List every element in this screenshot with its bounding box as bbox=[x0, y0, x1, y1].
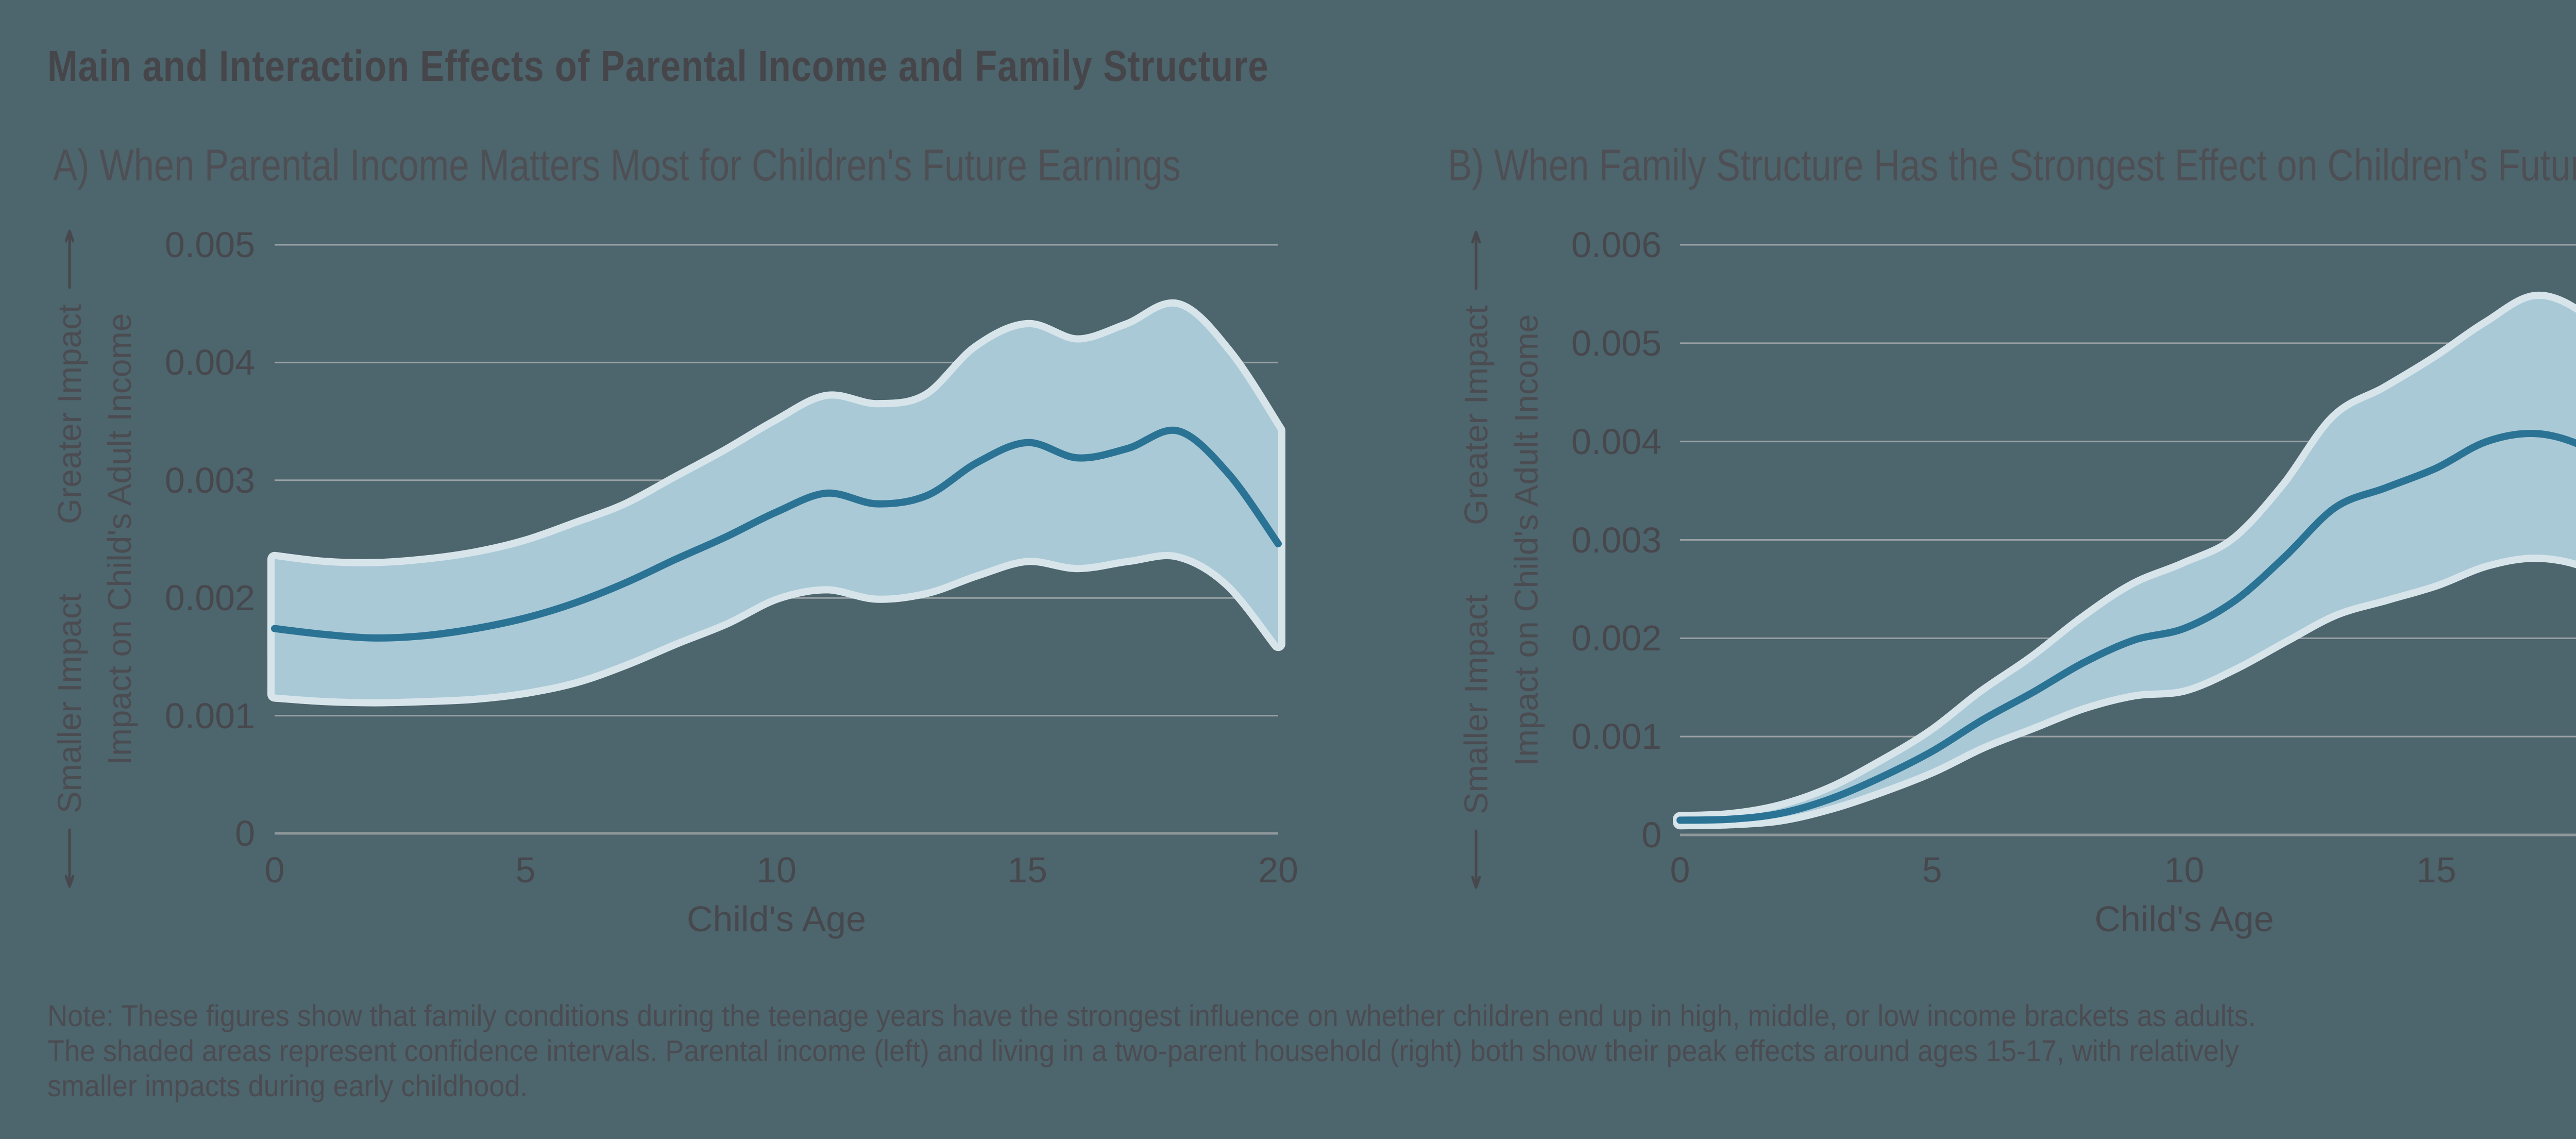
footnote-line-1: Note: These figures show that family con… bbox=[47, 999, 2256, 1033]
greater-impact-group: Greater Impact bbox=[1458, 229, 1495, 525]
x-axis-title: Child's Age bbox=[2094, 899, 2274, 939]
smaller-impact-label: Smaller Impact bbox=[1458, 594, 1495, 814]
confidence-band bbox=[267, 299, 1285, 707]
y-axis-title: Impact on Child's Adult Income bbox=[101, 313, 138, 765]
footnote-line-2: The shaded areas represent confidence in… bbox=[47, 1034, 2239, 1068]
up-arrow-icon bbox=[65, 229, 74, 289]
y-tick-label: 0.004 bbox=[164, 342, 255, 383]
panel-b-title: B) When Family Structure Has the Stronge… bbox=[1448, 141, 2576, 190]
x-axis-title: Child's Age bbox=[686, 899, 867, 939]
y-tick-label: 0.006 bbox=[1571, 225, 1662, 265]
greater-impact-label: Greater Impact bbox=[51, 304, 88, 524]
x-tick-label: 10 bbox=[2164, 850, 2205, 890]
y-tick-label: 0.002 bbox=[1571, 618, 1662, 659]
x-tick-label: 0 bbox=[1670, 850, 1690, 890]
panel-a-chart bbox=[267, 244, 1285, 835]
panel-a-title: A) When Parental Income Matters Most for… bbox=[53, 141, 1181, 190]
smaller-impact-group: Smaller Impact bbox=[51, 593, 88, 890]
trend-line bbox=[1676, 430, 2576, 824]
y-tick-label: 0.005 bbox=[164, 225, 255, 265]
x-tick-label: 5 bbox=[1922, 850, 1942, 890]
panel-b-chart bbox=[1673, 244, 2576, 836]
smaller-impact-label: Smaller Impact bbox=[51, 593, 88, 813]
y-tick-label: 0 bbox=[1641, 815, 1662, 855]
y-tick-label: 0.003 bbox=[1571, 520, 1662, 560]
page-title: Main and Interaction Effects of Parental… bbox=[47, 42, 1269, 90]
x-tick-label: 15 bbox=[1007, 850, 1047, 890]
y-axis-direction-labels: Smaller Impact Greater Impact bbox=[51, 228, 88, 890]
footnote: Note: These figures show that family con… bbox=[47, 999, 2256, 1104]
down-arrow-icon bbox=[1471, 829, 1481, 889]
y-tick-label: 0 bbox=[235, 813, 255, 853]
up-arrow-icon bbox=[1471, 230, 1481, 290]
greater-impact-label: Greater Impact bbox=[1458, 305, 1495, 525]
x-tick-label: 15 bbox=[2416, 850, 2456, 890]
y-axis-title: Impact on Child's Adult Income bbox=[1507, 314, 1545, 766]
y-tick-label: 0.001 bbox=[1571, 716, 1662, 757]
x-tick-label: 5 bbox=[515, 850, 536, 890]
y-tick-label: 0.003 bbox=[164, 460, 255, 500]
footnote-line-3: smaller impacts during early childhood. bbox=[47, 1069, 528, 1103]
y-tick-label: 0.005 bbox=[1571, 323, 1662, 363]
x-tick-label: 0 bbox=[264, 850, 285, 890]
x-tick-label: 10 bbox=[756, 850, 796, 890]
x-tick-label: 20 bbox=[1258, 850, 1298, 890]
down-arrow-icon bbox=[65, 828, 74, 888]
y-tick-label: 0.004 bbox=[1571, 421, 1662, 462]
y-tick-label: 0.002 bbox=[164, 578, 255, 618]
trend-line bbox=[271, 426, 1282, 642]
y-tick-label: 0.001 bbox=[164, 695, 255, 736]
confidence-band bbox=[1673, 291, 2576, 830]
smaller-impact-group: Smaller Impact bbox=[1458, 594, 1495, 891]
y-axis-direction-labels: Smaller Impact Greater Impact bbox=[1458, 229, 1495, 891]
greater-impact-group: Greater Impact bbox=[51, 228, 88, 524]
